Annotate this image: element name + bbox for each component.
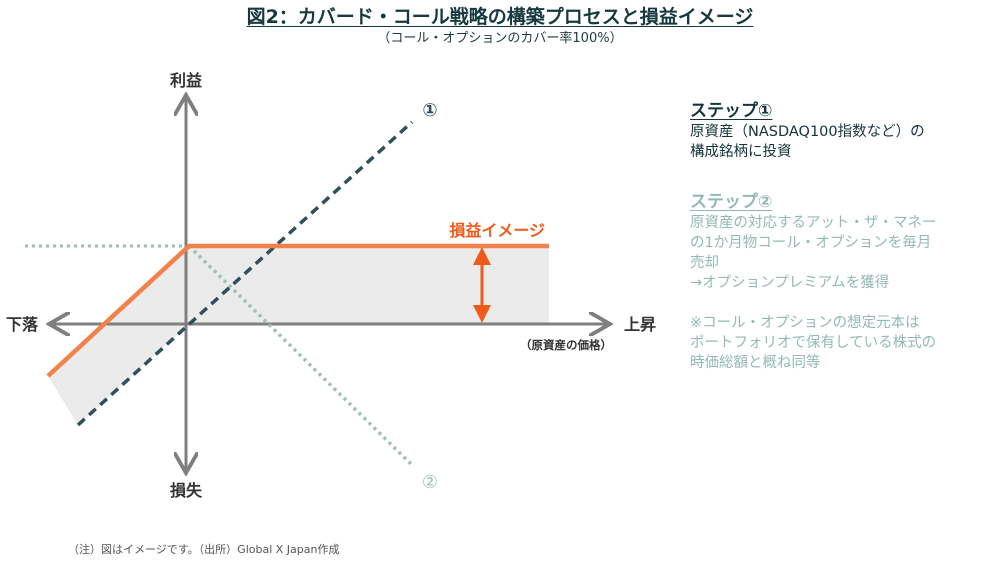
page-title: 図2：カバード・コール戦略の構築プロセスと損益イメージ [246, 6, 754, 28]
footnote: （注）図はイメージです。（出所）Global X Japan作成 [68, 543, 340, 556]
axis-label-down: 下落 [6, 315, 39, 334]
axis-label-up: 上昇 [624, 315, 656, 334]
step-2: ステップ② 原資産の対応するアット・ザ・マネー の1か月物コール・オプションを毎… [690, 187, 1000, 373]
axis-label-profit: 利益 [170, 71, 202, 90]
step-2-line: →オプションプレミアムを獲得 [690, 275, 890, 291]
axis-note-underlying-price: （原資産の価格） [520, 338, 612, 352]
covered-call-payoff-line [46, 243, 549, 378]
step-1-title: ステップ① [690, 101, 773, 121]
step-2-note: ※コール・オプションの想定元本は ポートフォリオで保有している株式の 時価総額と… [690, 313, 1000, 373]
axis-label-loss: 損失 [170, 481, 203, 500]
step-1-line: 原資産（NASDAQ100指数など）の [690, 124, 925, 140]
step-2-line: の1か月物コール・オプションを毎月 [690, 235, 932, 251]
step-2-title: ステップ② [690, 192, 773, 212]
step-2-note-line: ポートフォリオで保有している株式の [690, 335, 937, 351]
step-1: ステップ① 原資産（NASDAQ100指数など）の 構成銘柄に投資 [690, 96, 1000, 162]
step-2-line: 原資産の対応するアット・ザ・マネー [690, 215, 937, 231]
step-2-body: 原資産の対応するアット・ザ・マネー の1か月物コール・オプションを毎月 売却 →… [690, 213, 1000, 293]
pnl-shaded-area [48, 246, 549, 425]
step-2-note-line: 時価総額と概ね同等 [690, 355, 821, 371]
pnl-image-label: 損益イメージ [449, 221, 545, 240]
marker-underlying: ① [422, 100, 437, 121]
marker-short-call: ② [422, 472, 438, 493]
step-1-line: 構成銘柄に投資 [690, 144, 792, 160]
step-1-body: 原資産（NASDAQ100指数など）の 構成銘柄に投資 [690, 122, 1000, 162]
page-subtitle: （コール・オプションのカバー率100%） [377, 31, 623, 46]
underlying-line [76, 120, 414, 427]
steps-panel: ステップ① 原資産（NASDAQ100指数など）の 構成銘柄に投資 ステップ② … [690, 96, 1000, 373]
step-2-line: 売却 [690, 255, 719, 271]
step-2-note-line: ※コール・オプションの想定元本は [690, 315, 920, 331]
short-call-line [187, 244, 414, 467]
